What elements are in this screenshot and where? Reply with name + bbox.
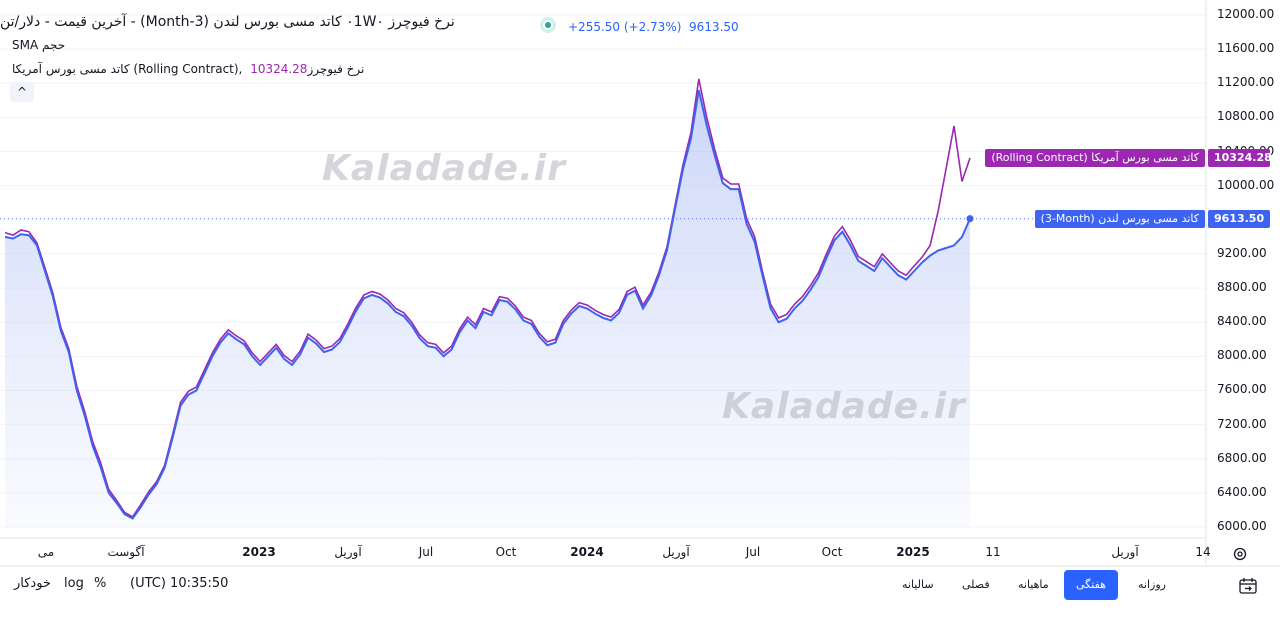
watermark: Kaladade.ir — [722, 386, 966, 427]
y-tick-label: 6400.00 — [1217, 484, 1267, 499]
x-tick-label: می — [37, 545, 55, 559]
legend-volume[interactable]: SMA حجم — [12, 38, 66, 52]
y-tick-label: 7600.00 — [1217, 382, 1267, 397]
lme-price-tag-name: (3-Month) کاتد مسی بورس لندن — [1034, 209, 1205, 228]
bottom-toolbar: خودکار log % (UTC) 10:35:50 سالیانه فصلی… — [0, 566, 1280, 606]
timeframe-weekly[interactable]: هفتگی — [1064, 570, 1118, 600]
y-tick-label: 6000.00 — [1217, 519, 1267, 533]
date-range-icon[interactable] — [1238, 576, 1258, 596]
x-tick-label: 14 — [1195, 545, 1211, 559]
last-point-dot — [966, 215, 974, 223]
collapse-icon[interactable]: ^ — [10, 82, 34, 102]
y-tick-label: 8800.00 — [1217, 280, 1267, 295]
timeframe-daily[interactable]: روزانه — [1138, 578, 1166, 591]
lme-price-tag-value: 9613.50 — [1208, 209, 1270, 228]
y-tick-label: 8400.00 — [1217, 314, 1267, 329]
x-tick-label: Oct — [495, 545, 517, 559]
y-tick-label: 11200.00 — [1217, 75, 1275, 90]
x-tick-label: Oct — [821, 545, 843, 559]
legend-values: +255.50 (+2.73%) 9613.50 — [540, 15, 739, 34]
x-tick-label: آگوست — [107, 545, 145, 559]
percent-scale-toggle[interactable]: % — [94, 576, 107, 591]
legend-us-value: 10324.28 — [250, 62, 308, 76]
timezone-clock[interactable]: (UTC) 10:35:50 — [130, 576, 229, 591]
y-tick-label: 8000.00 — [1217, 348, 1267, 363]
auto-scale-toggle[interactable]: خودکار — [14, 576, 51, 591]
lme-series-line — [4, 89, 971, 520]
y-tick-label: 7200.00 — [1217, 416, 1267, 431]
timeframe-monthly[interactable]: ماهیانه — [1018, 578, 1049, 591]
us-price-tag-value: 10324.28 — [1208, 148, 1272, 167]
y-tick-label: 10000.00 — [1217, 177, 1275, 192]
y-tick-label: 10800.00 — [1217, 109, 1275, 124]
log-scale-toggle[interactable]: log — [64, 576, 84, 591]
x-tick-label: آوریل — [1111, 545, 1139, 559]
x-tick-label: آوریل — [334, 545, 362, 559]
x-tick-label: آوریل — [662, 545, 690, 559]
x-tick-label: Jul — [418, 545, 434, 559]
x-tick-label: 2024 — [570, 545, 604, 559]
lme-area — [5, 90, 970, 527]
legend-last-price: 9613.50 — [689, 20, 739, 34]
x-tick-label: 2023 — [242, 545, 276, 559]
y-tick-label: 6800.00 — [1217, 450, 1267, 465]
x-tick-label: 2025 — [896, 545, 930, 559]
timeframe-quarterly[interactable]: فصلی — [962, 578, 990, 591]
y-tick-label: 11600.00 — [1217, 41, 1275, 56]
settings-icon[interactable] — [1232, 546, 1248, 562]
timeframe-yearly[interactable]: سالیانه — [902, 578, 934, 591]
y-tick-label: 9200.00 — [1217, 245, 1267, 260]
x-tick-label: 11 — [985, 545, 1001, 559]
watermark: Kaladade.ir — [322, 148, 566, 189]
market-status-icon — [540, 17, 556, 33]
x-tick-label: Jul — [745, 545, 761, 559]
us-price-tag-name: (Rolling Contract) کاتد مسی بورس آمریکا — [985, 148, 1205, 167]
legend-us-series[interactable]: کاتد مسی بورس آمریکا (Rolling Contract),… — [12, 62, 364, 76]
y-tick-label: 12000.00 — [1217, 7, 1275, 21]
legend-change: +255.50 (+2.73%) — [568, 20, 682, 34]
chart-legend-title: نرخ فیوچرز ۰1W۰ کاتد مسی بورس لندن (Mont… — [0, 14, 455, 30]
legend-us-label: کاتد مسی بورس آمریکا (Rolling Contract),… — [12, 62, 365, 76]
